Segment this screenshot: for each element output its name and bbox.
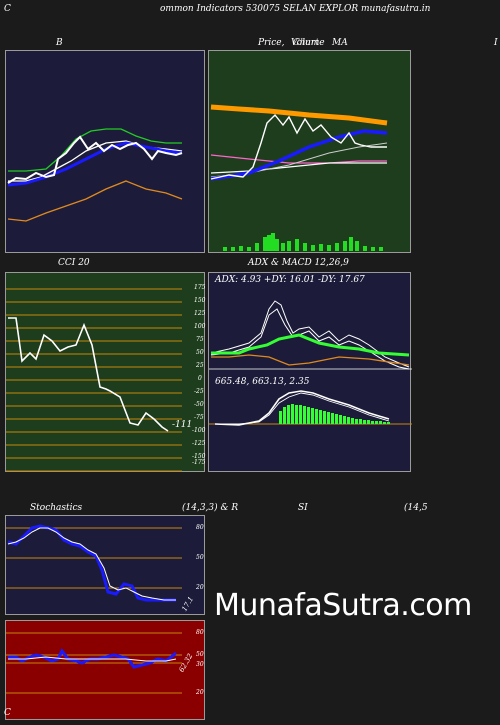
cci-tick: 25 (196, 362, 204, 369)
cci-tick: -75 (194, 414, 204, 421)
cci-tick: 175 (194, 284, 206, 291)
ma-label: MA (332, 38, 348, 48)
price-overlap-volume: Volume (291, 38, 325, 48)
adx-values: ADX: 4.93 +DY: 16.01 -DY: 17.67 (215, 275, 365, 285)
cci-tick: -100 (192, 427, 206, 434)
stoch-tick: 80 (196, 524, 204, 531)
rsi-chart (6, 632, 182, 694)
cci-title: CCI 20 (58, 258, 90, 268)
cci-tick: 150 (194, 297, 206, 304)
cci-tick: 75 (196, 336, 204, 343)
page-title: ommon Indicators 530075 SELAN EXPLOR mun… (160, 4, 431, 14)
stoch-tick: 50 (196, 554, 204, 561)
rsi-panel: 80 50 30 20 62.32 (5, 620, 205, 720)
cci-last-value: -111 (172, 420, 193, 430)
price-title: Price, (258, 38, 285, 48)
bb-title: B (56, 38, 63, 48)
rsi-title: SI (298, 503, 308, 513)
adx-macd-title: ADX & MACD 12,26,9 (248, 258, 349, 268)
header-left-letter: C (4, 4, 11, 14)
stoch-title: Stochastics (30, 503, 83, 513)
adx-macd-panel: ADX: 4.93 +DY: 16.01 -DY: 17.67 665.48, … (208, 272, 412, 472)
stoch-params: (14,3,3) & R (182, 503, 239, 513)
stoch-tick: 20 (196, 584, 204, 591)
cci-chart (6, 288, 182, 472)
cci-tick: -25 (194, 388, 204, 395)
price-volume-panel (208, 50, 411, 253)
cci-tick: -50 (194, 401, 204, 408)
rsi-tick: 20 (196, 689, 204, 696)
footer-letter: C (4, 708, 11, 718)
cci-panel: 175 150 125 100 75 50 25 0 -25 -50 -75 -… (5, 272, 205, 472)
cci-tick: 125 (194, 310, 206, 317)
cci-tick: -175 (192, 459, 206, 466)
rsi-tick: 80 (196, 629, 204, 636)
bollinger-chart (7, 128, 183, 222)
cci-tick: -125 (192, 440, 206, 447)
macd-histogram (279, 404, 390, 424)
rsi-params: (14,5 (404, 503, 428, 513)
stoch-chart (6, 524, 182, 602)
price-chart (210, 104, 388, 251)
rsi-tick: 50 (196, 651, 204, 658)
cci-tick: -150 (192, 453, 206, 460)
stochastics-panel: 80 50 20 17.1 (5, 515, 205, 615)
adx-macd-chart (209, 300, 412, 426)
right-edge-letter: I (494, 38, 498, 48)
cci-tick: 100 (194, 323, 206, 330)
macd-values: 665.48, 663.13, 2.35 (215, 377, 310, 387)
bollinger-panel (5, 50, 205, 253)
cci-grid (6, 288, 182, 472)
cci-tick: 50 (196, 349, 204, 356)
brand-watermark: MunafaSutra.com (214, 588, 472, 623)
rsi-tick: 30 (196, 661, 204, 668)
volume-bars (223, 233, 383, 251)
price-overlap-chart: Chart (293, 38, 319, 48)
cci-tick: 0 (198, 375, 202, 382)
